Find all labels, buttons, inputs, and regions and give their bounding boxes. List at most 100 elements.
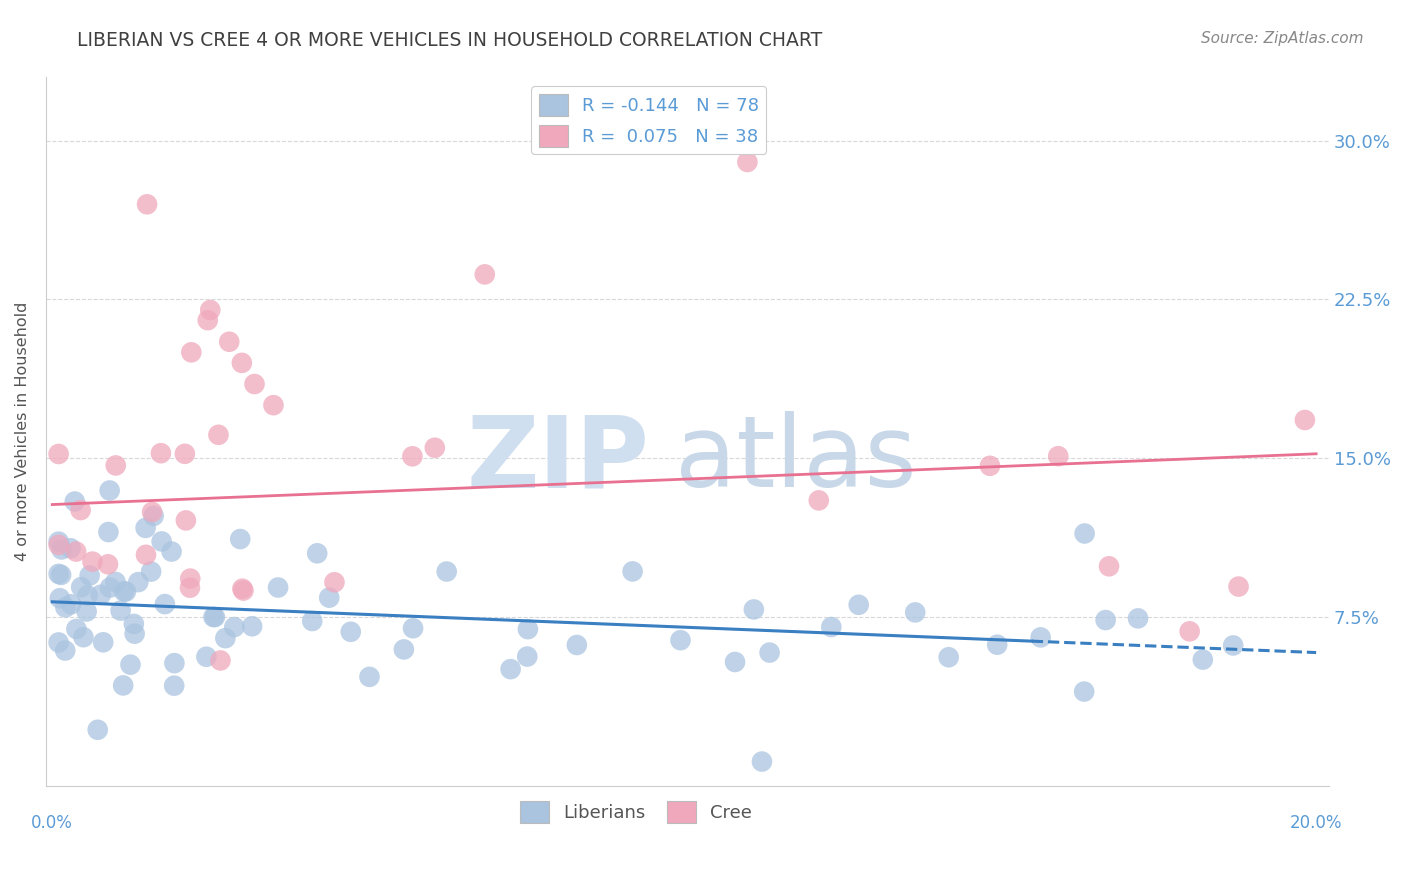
Point bbox=[163, 679, 186, 693]
Point bbox=[141, 505, 163, 519]
Point bbox=[97, 558, 120, 572]
Point bbox=[724, 655, 747, 669]
Point bbox=[207, 427, 229, 442]
Point bbox=[197, 313, 219, 327]
Point bbox=[621, 565, 644, 579]
Point bbox=[200, 303, 222, 318]
Point bbox=[180, 345, 202, 359]
Point bbox=[848, 598, 870, 612]
Point bbox=[1094, 613, 1116, 627]
Point bbox=[179, 581, 201, 595]
Point bbox=[153, 597, 176, 611]
Y-axis label: 4 or more Vehicles in Household: 4 or more Vehicles in Household bbox=[15, 301, 30, 561]
Point bbox=[127, 575, 149, 590]
Point bbox=[401, 450, 423, 464]
Point bbox=[70, 580, 93, 594]
Point bbox=[318, 591, 340, 605]
Point bbox=[307, 546, 329, 560]
Point bbox=[120, 657, 142, 672]
Point bbox=[565, 638, 588, 652]
Point bbox=[231, 582, 253, 596]
Point bbox=[737, 155, 759, 169]
Point bbox=[204, 610, 226, 624]
Point bbox=[49, 591, 72, 606]
Point bbox=[160, 544, 183, 558]
Point bbox=[243, 377, 266, 392]
Point bbox=[124, 626, 146, 640]
Point bbox=[499, 662, 522, 676]
Point bbox=[91, 635, 114, 649]
Point bbox=[262, 398, 284, 412]
Point bbox=[115, 584, 138, 599]
Point bbox=[72, 630, 94, 644]
Point bbox=[65, 544, 87, 558]
Point bbox=[904, 606, 927, 620]
Text: 20.0%: 20.0% bbox=[1289, 814, 1343, 832]
Point bbox=[139, 565, 162, 579]
Point bbox=[79, 568, 101, 582]
Point bbox=[820, 620, 842, 634]
Point bbox=[104, 574, 127, 589]
Point bbox=[179, 572, 201, 586]
Point bbox=[474, 268, 496, 282]
Point bbox=[986, 638, 1008, 652]
Legend: Liberians, Cree: Liberians, Cree bbox=[513, 793, 759, 830]
Point bbox=[224, 620, 246, 634]
Point bbox=[323, 575, 346, 590]
Point bbox=[1047, 449, 1070, 463]
Point bbox=[98, 581, 121, 595]
Point bbox=[240, 619, 263, 633]
Point bbox=[195, 649, 218, 664]
Point bbox=[758, 646, 780, 660]
Point bbox=[90, 588, 112, 602]
Point bbox=[149, 446, 172, 460]
Point bbox=[436, 565, 458, 579]
Point bbox=[1294, 413, 1316, 427]
Point bbox=[232, 583, 254, 598]
Point bbox=[112, 584, 135, 599]
Point bbox=[51, 542, 73, 557]
Point bbox=[231, 356, 253, 370]
Point bbox=[516, 622, 538, 636]
Point bbox=[48, 538, 70, 552]
Point bbox=[48, 566, 70, 581]
Point bbox=[392, 642, 415, 657]
Point bbox=[1191, 652, 1213, 666]
Point bbox=[122, 616, 145, 631]
Text: Source: ZipAtlas.com: Source: ZipAtlas.com bbox=[1201, 31, 1364, 46]
Point bbox=[49, 568, 72, 582]
Point bbox=[55, 600, 77, 615]
Point bbox=[218, 334, 240, 349]
Point bbox=[150, 534, 173, 549]
Point bbox=[142, 508, 165, 523]
Text: ZIP: ZIP bbox=[465, 411, 650, 508]
Point bbox=[59, 541, 82, 556]
Point bbox=[174, 513, 197, 527]
Point bbox=[1222, 639, 1244, 653]
Point bbox=[65, 622, 87, 636]
Point bbox=[110, 604, 132, 618]
Point bbox=[87, 723, 110, 737]
Point bbox=[1073, 684, 1095, 698]
Point bbox=[97, 524, 120, 539]
Point bbox=[1029, 631, 1052, 645]
Point bbox=[1073, 526, 1095, 541]
Point bbox=[76, 588, 98, 602]
Text: 0.0%: 0.0% bbox=[31, 814, 73, 832]
Point bbox=[104, 458, 127, 473]
Point bbox=[202, 610, 225, 624]
Text: atlas: atlas bbox=[675, 411, 917, 508]
Point bbox=[209, 653, 232, 667]
Point bbox=[60, 597, 83, 611]
Point bbox=[402, 621, 425, 635]
Point bbox=[48, 635, 70, 649]
Text: LIBERIAN VS CREE 4 OR MORE VEHICLES IN HOUSEHOLD CORRELATION CHART: LIBERIAN VS CREE 4 OR MORE VEHICLES IN H… bbox=[77, 31, 823, 50]
Point bbox=[669, 633, 692, 648]
Point bbox=[359, 670, 381, 684]
Point bbox=[48, 534, 70, 549]
Point bbox=[98, 483, 121, 498]
Point bbox=[136, 197, 159, 211]
Point bbox=[48, 447, 70, 461]
Point bbox=[163, 656, 186, 670]
Point bbox=[1098, 559, 1121, 574]
